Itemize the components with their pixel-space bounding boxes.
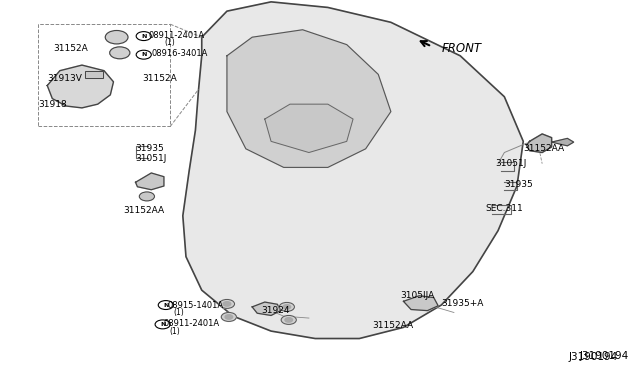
Text: N: N [141, 52, 147, 57]
Text: 31152AA: 31152AA [123, 206, 164, 215]
Text: N: N [160, 322, 165, 327]
Circle shape [221, 312, 236, 321]
Text: (1): (1) [164, 38, 175, 47]
Circle shape [220, 299, 234, 308]
Text: 31152AA: 31152AA [372, 321, 413, 330]
Circle shape [285, 318, 292, 322]
Polygon shape [527, 134, 552, 153]
Text: FRONT: FRONT [442, 42, 481, 55]
Text: SEC.311: SEC.311 [485, 204, 523, 213]
Text: 31051J: 31051J [495, 159, 526, 168]
Text: (1): (1) [169, 327, 180, 336]
Text: 08915-1401A: 08915-1401A [167, 301, 223, 310]
Circle shape [223, 302, 231, 306]
Polygon shape [252, 302, 280, 315]
Polygon shape [227, 30, 391, 167]
Text: 08916-3401A: 08916-3401A [151, 49, 207, 58]
Polygon shape [552, 138, 573, 146]
Text: J3190194: J3190194 [568, 352, 618, 362]
Text: 31924: 31924 [262, 306, 290, 315]
Circle shape [279, 302, 294, 311]
Text: 08911-2401A: 08911-2401A [148, 31, 204, 40]
Text: N: N [141, 33, 147, 39]
Bar [85, 71, 103, 78]
Text: 08911-2401A: 08911-2401A [164, 319, 220, 328]
Circle shape [109, 47, 130, 59]
Circle shape [158, 301, 173, 310]
Circle shape [136, 50, 151, 59]
Text: J3190194: J3190194 [580, 352, 629, 361]
Polygon shape [136, 173, 164, 190]
Text: 31935: 31935 [504, 180, 533, 189]
Circle shape [136, 32, 151, 41]
Text: 31152AA: 31152AA [524, 144, 564, 153]
Polygon shape [403, 296, 438, 311]
Bar [85, 71, 103, 78]
Circle shape [283, 305, 291, 309]
Text: 31913V: 31913V [47, 74, 82, 83]
Text: (1): (1) [173, 308, 184, 317]
Text: 3105lJA: 3105lJA [401, 291, 435, 300]
Polygon shape [183, 2, 524, 339]
Text: 31152A: 31152A [54, 44, 88, 53]
Text: N: N [163, 302, 168, 308]
Circle shape [155, 320, 170, 329]
Text: 31935+A: 31935+A [442, 299, 484, 308]
Text: 31935: 31935 [136, 144, 164, 153]
Circle shape [140, 192, 154, 201]
Circle shape [281, 315, 296, 324]
Text: 31918: 31918 [38, 100, 67, 109]
Polygon shape [47, 65, 113, 108]
Circle shape [106, 31, 128, 44]
Text: 31051J: 31051J [136, 154, 167, 163]
Circle shape [225, 315, 232, 319]
Polygon shape [265, 104, 353, 153]
Text: 31152A: 31152A [142, 74, 177, 83]
